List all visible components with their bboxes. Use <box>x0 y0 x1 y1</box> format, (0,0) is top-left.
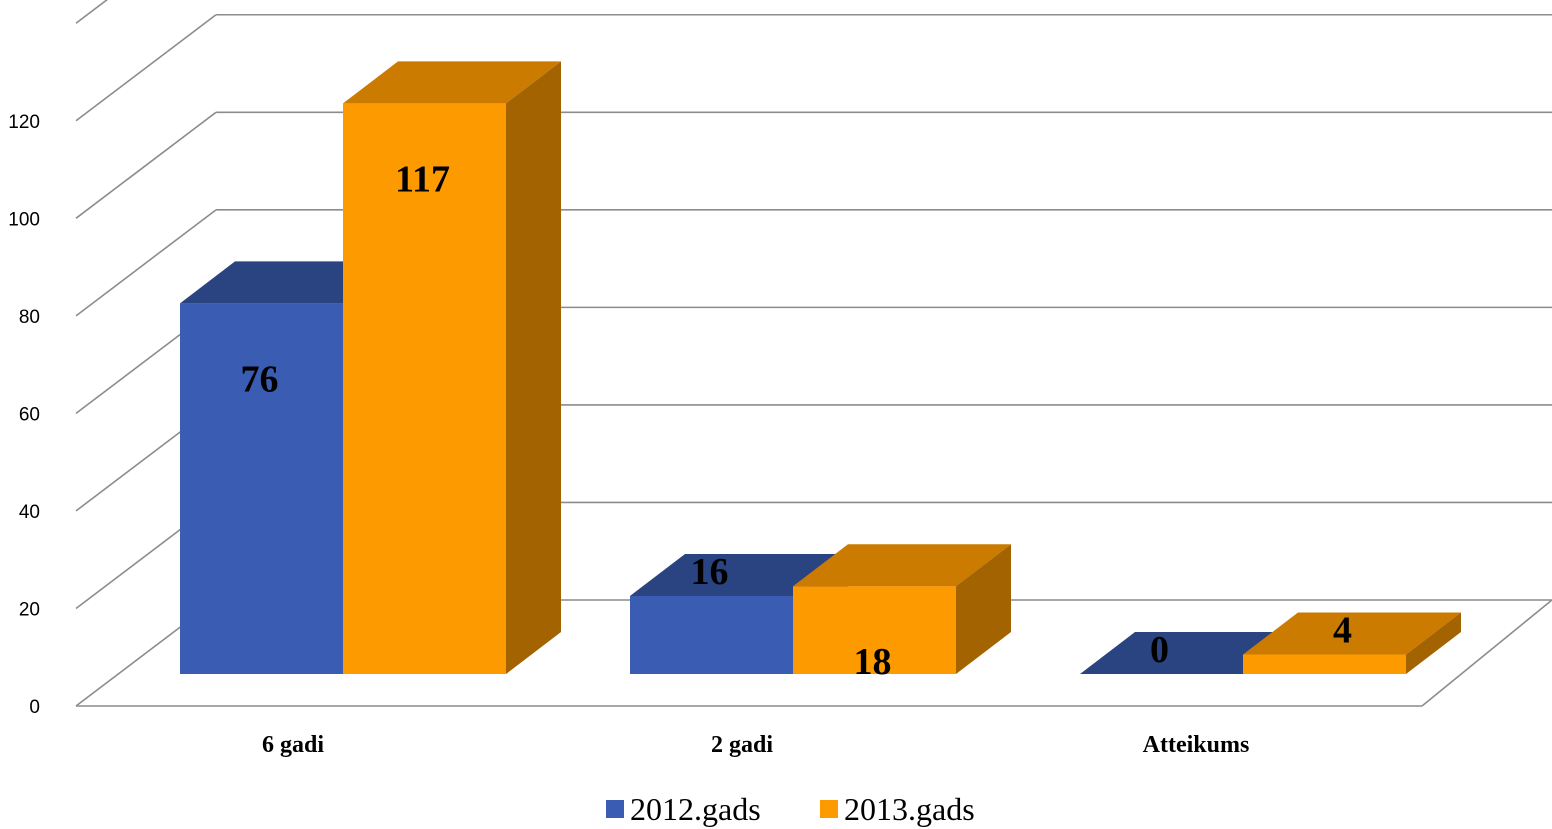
y-tick-label: 0 <box>29 697 40 718</box>
bar-series2-1 <box>793 544 1011 674</box>
bar-top <box>630 553 848 596</box>
y-tick-label: 100 <box>8 209 40 230</box>
bar-front <box>630 595 793 674</box>
bar-side <box>506 61 561 675</box>
bar-series2-2 <box>1243 612 1461 674</box>
bar-front <box>180 303 343 674</box>
gridline-side <box>75 0 108 24</box>
data-label: 4 <box>1333 609 1352 651</box>
bar-series2-0 <box>343 61 561 675</box>
category-label: Atteikums <box>1143 732 1250 758</box>
y-axis-ticks: 0 20 40 60 80 100 120 <box>8 112 40 718</box>
category-label: 6 gadi <box>262 732 324 758</box>
data-label: 117 <box>395 158 450 200</box>
bar-side <box>956 544 1011 674</box>
x-axis-categories: 6 gadi 2 gadi Atteikums <box>262 732 1249 758</box>
y-tick-label: 40 <box>19 502 40 523</box>
data-label: 76 <box>241 358 279 400</box>
legend: 2012.gads 2013.gads <box>606 791 975 827</box>
legend-swatch <box>606 800 624 818</box>
data-label: 0 <box>1150 629 1169 671</box>
legend-label: 2012.gads <box>630 791 761 827</box>
bar-top <box>793 544 1011 587</box>
data-labels: 76 117 16 18 0 4 <box>241 158 1353 683</box>
y-tick-label: 80 <box>19 307 40 328</box>
gridline-side <box>75 14 217 122</box>
bar-top <box>343 61 561 104</box>
y-tick-label: 20 <box>19 599 40 620</box>
category-label: 2 gadi <box>711 732 773 758</box>
gridline-side <box>75 111 217 219</box>
data-label: 16 <box>691 551 729 593</box>
bar-front <box>343 103 506 675</box>
y-tick-label: 60 <box>19 404 40 425</box>
gridline-side <box>75 209 217 317</box>
legend-label: 2013.gads <box>844 791 975 827</box>
y-tick-label: 120 <box>8 112 40 133</box>
bar-front <box>793 586 956 674</box>
floor-right-edge <box>1421 599 1552 707</box>
bar-top <box>1243 612 1461 655</box>
bars <box>180 61 1461 675</box>
bar-side <box>1406 612 1461 674</box>
data-label: 18 <box>854 641 892 683</box>
legend-swatch <box>820 800 838 818</box>
bar-front <box>1243 654 1406 674</box>
